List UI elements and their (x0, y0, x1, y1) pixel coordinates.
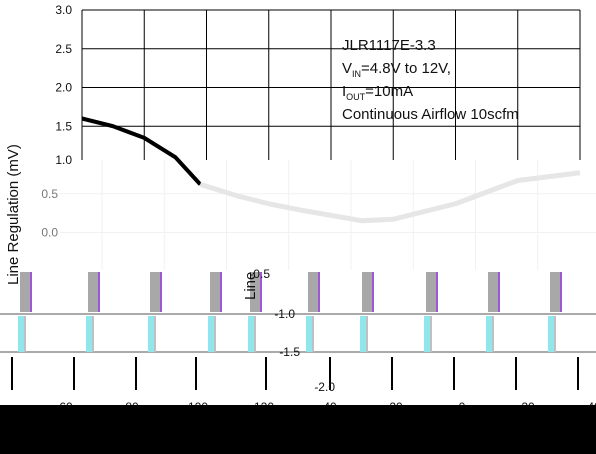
glitch-bar (214, 316, 216, 352)
glitch-bar (488, 272, 498, 312)
series-line-1 (199, 170, 581, 224)
y-tick-label: 0.5 (41, 187, 58, 201)
glitch-bar (366, 316, 368, 352)
glitch-bar (486, 316, 492, 352)
y-tick-label: -0.5 (249, 267, 270, 281)
glitch-bar (424, 316, 430, 352)
y-tick-label: -1.5 (279, 345, 300, 359)
y-tick-label: 3.0 (55, 3, 72, 17)
y-tick-label: 2.5 (55, 42, 72, 56)
glitch-bar (436, 272, 438, 312)
y-tick-label: 2.0 (55, 81, 72, 95)
annotation-block: JLR1117E-3.3 VIN=4.8V to 12V, IOUT=10mA Con… (342, 37, 519, 123)
glitch-bar (160, 272, 162, 312)
glitch-bar (86, 316, 92, 352)
glitch-bar (372, 272, 374, 312)
glitch-bar (360, 316, 366, 352)
glitch-bar (92, 316, 94, 352)
glitch-bar (248, 316, 254, 352)
glitch-bar (148, 316, 154, 352)
glitch-bar (554, 316, 556, 352)
glitch-band (0, 272, 596, 390)
glitch-bar (98, 272, 100, 312)
glitch-bar (362, 272, 372, 312)
glitch-bar (88, 272, 98, 312)
glitch-bar (548, 316, 554, 352)
glitch-bar (210, 272, 220, 312)
y-axis-labels: Line Regulation (mV) Line (5, 144, 259, 300)
glitch-bar (220, 272, 222, 312)
y-tick-label: -1.0 (274, 307, 295, 321)
series-lines (81, 116, 581, 224)
glitch-bar (20, 272, 30, 312)
glitch-bar (312, 316, 314, 352)
y-tick-label: -2.0 (314, 380, 335, 394)
glitch-bar (550, 272, 560, 312)
glitch-bar (208, 316, 214, 352)
glitch-bar (426, 272, 436, 312)
glitch-bar (498, 272, 500, 312)
glitch-bar (154, 316, 156, 352)
glitch-bar (250, 272, 260, 312)
y-axis-label: Line Regulation (mV) (5, 144, 22, 285)
annotation-line: VIN=4.8V to 12V, (342, 60, 451, 79)
y-tick-label: 1.5 (55, 119, 72, 133)
glitch-bar (308, 272, 318, 312)
y-axis-label-ghost: Line (242, 272, 259, 300)
grid (81, 9, 581, 160)
glitch-bar (24, 316, 26, 352)
glitch-bar (254, 316, 256, 352)
series-line-0 (81, 116, 202, 186)
y-tick-label: 1.0 (55, 153, 72, 167)
annotation-line: IOUT=10mA (342, 83, 413, 102)
glitch-bar (150, 272, 160, 312)
glitch-bar (18, 316, 24, 352)
y-tick-label: 0.0 (41, 226, 58, 240)
glitch-bar (318, 272, 320, 312)
glitch-bar (306, 316, 312, 352)
annotation-line: JLR1117E-3.3 (342, 37, 436, 54)
annotation-line: Continuous Airflow 10scfm (342, 106, 519, 123)
glitch-bar (560, 272, 562, 312)
glitch-bar (492, 316, 494, 352)
glitch-bar (260, 272, 262, 312)
bottom-black-band (0, 405, 596, 454)
glitch-bar (30, 272, 32, 312)
glitch-bar (430, 316, 432, 352)
